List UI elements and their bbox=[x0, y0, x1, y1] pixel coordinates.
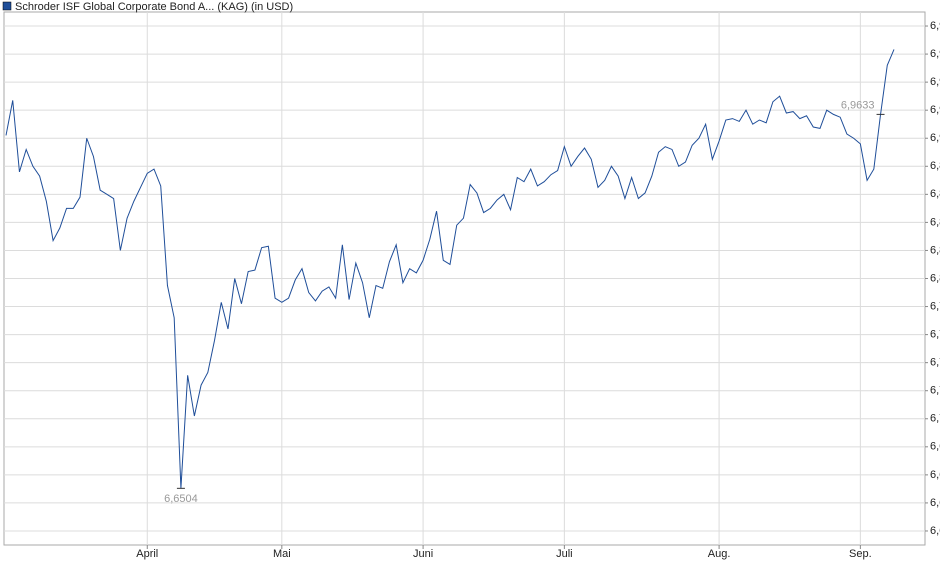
y-tick-label: 6,84 bbox=[930, 216, 940, 228]
y-tick-label: 6,86 bbox=[930, 188, 940, 200]
y-tick-label: 6,96 bbox=[930, 48, 940, 60]
y-tick-label: 6,92 bbox=[930, 104, 940, 116]
value-label: 6,6504 bbox=[164, 493, 198, 505]
y-tick-label: 6,66 bbox=[930, 469, 940, 481]
y-tick-label: 6,72 bbox=[930, 385, 940, 397]
y-tick-label: 6,78 bbox=[930, 300, 940, 312]
y-tick-label: 6,94 bbox=[930, 76, 940, 88]
y-tick-label: 6,98 bbox=[930, 20, 940, 32]
y-tick-label: 6,88 bbox=[930, 160, 940, 172]
value-label: 6,9633 bbox=[841, 99, 875, 111]
y-tick-label: 6,82 bbox=[930, 244, 940, 256]
y-tick-label: 6,68 bbox=[930, 441, 940, 453]
line bbox=[5, 49, 895, 489]
legend-label: Schroder ISF Global Corporate Bond A... … bbox=[15, 1, 293, 13]
x-tick-label: Juli bbox=[556, 548, 573, 560]
y-tick-label: 6,70 bbox=[930, 413, 940, 425]
y-tick-label: 6,90 bbox=[930, 132, 940, 144]
x-tick-label: April bbox=[136, 548, 158, 560]
y-tick-label: 6,80 bbox=[930, 272, 940, 284]
x-tick-label: Juni bbox=[413, 548, 433, 560]
x-tick-label: Aug. bbox=[708, 548, 731, 560]
y-tick-label: 6,74 bbox=[930, 357, 940, 369]
y-tick-label: 6,76 bbox=[930, 329, 940, 341]
legend-swatch bbox=[2, 1, 12, 11]
x-tick-label: Sep. bbox=[849, 548, 872, 560]
y-tick-label: 6,64 bbox=[930, 497, 940, 509]
y-tick-label: 6,62 bbox=[930, 525, 940, 537]
x-tick-label: Mai bbox=[273, 548, 291, 560]
